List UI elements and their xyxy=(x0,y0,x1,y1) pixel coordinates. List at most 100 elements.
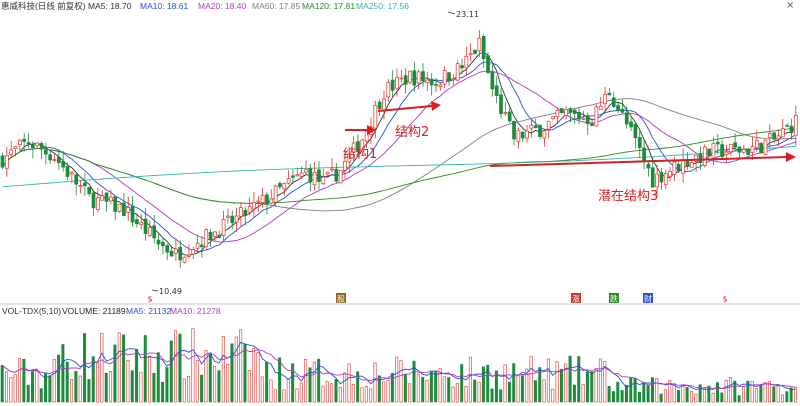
volume-bar xyxy=(334,379,338,403)
candle xyxy=(360,138,365,153)
candle xyxy=(338,169,343,184)
volume-bar xyxy=(22,358,26,403)
candle xyxy=(221,210,226,241)
volume-bar xyxy=(299,382,303,403)
candle xyxy=(694,155,698,173)
candle xyxy=(499,88,503,119)
volume-bar xyxy=(551,388,555,403)
volume-bar xyxy=(104,372,108,403)
ma-legend-item: MA120: 17.81 xyxy=(302,1,355,11)
volume-bar xyxy=(152,372,156,403)
ma-legend-item: MA250: 17.56 xyxy=(356,1,409,11)
volume-bar xyxy=(5,371,9,403)
volume-bar xyxy=(304,358,308,403)
candle xyxy=(754,130,759,152)
volume-bar xyxy=(252,348,256,403)
candle xyxy=(590,118,594,126)
volume-bar xyxy=(763,382,767,403)
low-price-label: 10.49 xyxy=(159,287,182,296)
close-icon[interactable]: × xyxy=(786,0,795,11)
volume-bar xyxy=(477,381,481,403)
volume-bar xyxy=(425,379,429,403)
volume-bar xyxy=(182,378,186,403)
event-marker[interactable]: 涨 xyxy=(571,293,581,304)
volume-bar xyxy=(581,384,585,403)
candle xyxy=(96,187,100,213)
event-marker[interactable]: $ xyxy=(147,295,152,304)
volume-bar xyxy=(724,379,728,403)
candle xyxy=(174,238,178,261)
volume-bar xyxy=(217,370,221,403)
candle xyxy=(793,105,798,146)
volume-bar xyxy=(689,391,693,403)
volume-legend-item: VOLUME: 21189 xyxy=(62,306,126,316)
candle xyxy=(546,121,551,139)
candle xyxy=(43,142,48,165)
candle xyxy=(100,190,105,201)
candle xyxy=(165,243,170,261)
candle xyxy=(763,139,768,155)
candle xyxy=(126,196,131,221)
volume-bar xyxy=(87,379,91,403)
candle xyxy=(109,189,113,204)
volume-bar xyxy=(468,356,472,403)
volume-bar xyxy=(269,379,273,403)
high-price-pointer xyxy=(447,11,456,15)
candle xyxy=(208,229,213,248)
candle xyxy=(603,86,607,112)
candle xyxy=(646,160,651,177)
candle xyxy=(559,108,564,114)
volume-title: VOL-TDX(5,10) xyxy=(2,306,61,316)
event-marker[interactable]: 股 xyxy=(336,293,346,304)
candle xyxy=(70,171,74,184)
candle xyxy=(117,203,122,213)
volume-bar xyxy=(421,376,425,403)
event-marker[interactable]: $ xyxy=(722,295,727,304)
volume-ma-line xyxy=(1,349,796,390)
volume-bar xyxy=(412,360,416,403)
candle xyxy=(542,129,547,147)
volume-bar xyxy=(330,383,334,403)
candle xyxy=(512,120,516,146)
event-marker[interactable]: 跌 xyxy=(609,293,619,304)
volume-bar xyxy=(260,376,264,403)
ma-line xyxy=(2,70,796,243)
candle xyxy=(746,147,750,155)
volume-bar xyxy=(399,360,403,403)
volume-bar xyxy=(733,380,737,403)
event-marker[interactable]: 财 xyxy=(643,293,653,304)
candle xyxy=(286,170,291,185)
svg-text:股: 股 xyxy=(337,295,345,304)
chart-title: 惠威科技(日线 前复权) xyxy=(1,1,86,11)
volume-bar xyxy=(91,356,95,403)
annotation-structure-1: 结构1 xyxy=(343,147,377,162)
volume-bar xyxy=(286,378,290,403)
ma-line xyxy=(2,145,796,188)
volume-bar xyxy=(594,368,598,403)
volume-bar xyxy=(347,363,351,403)
candle xyxy=(434,77,438,93)
volume-bar xyxy=(698,384,702,403)
candle xyxy=(490,64,495,97)
volume-bar xyxy=(208,352,212,403)
volume-bar xyxy=(343,372,347,403)
candle xyxy=(0,152,5,170)
candle xyxy=(83,172,87,196)
candle xyxy=(733,133,737,152)
volume-bar xyxy=(542,379,546,403)
volume-bar xyxy=(282,389,286,403)
volume-bar xyxy=(0,365,4,403)
candle xyxy=(611,92,616,108)
candle xyxy=(568,106,573,123)
volume-bar xyxy=(780,394,784,403)
volume-bar xyxy=(516,375,520,403)
candle xyxy=(529,119,534,138)
candle xyxy=(191,246,196,260)
candle xyxy=(312,161,317,191)
candle xyxy=(789,118,794,140)
volume-bar xyxy=(750,381,754,403)
volume-bar xyxy=(447,377,451,403)
candle xyxy=(750,137,755,161)
candle xyxy=(551,115,555,121)
